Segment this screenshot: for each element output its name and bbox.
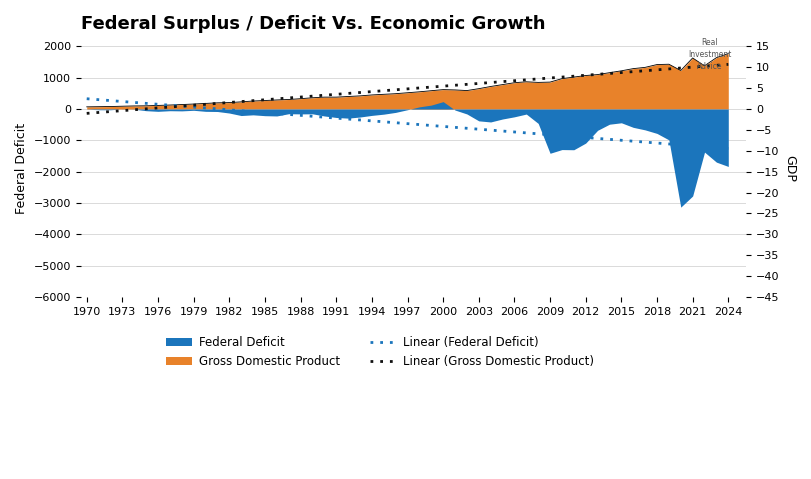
- Y-axis label: Federal Deficit: Federal Deficit: [15, 123, 28, 214]
- Legend: Federal Deficit, Gross Domestic Product, Linear (Federal Deficit), Linear (Gross: Federal Deficit, Gross Domestic Product,…: [166, 336, 594, 368]
- Text: Real
Investment
Advice: Real Investment Advice: [688, 38, 732, 71]
- Text: Federal Surplus / Deficit Vs. Economic Growth: Federal Surplus / Deficit Vs. Economic G…: [81, 15, 545, 33]
- Y-axis label: GDP: GDP: [783, 155, 796, 182]
